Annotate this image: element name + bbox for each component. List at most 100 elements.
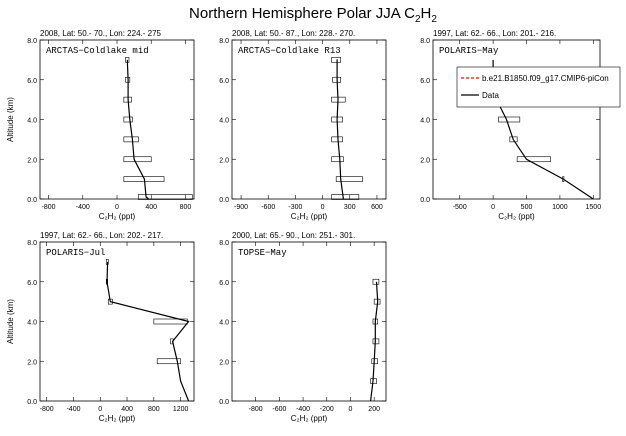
data-range-box	[331, 57, 342, 63]
x-tick-label: -800	[40, 406, 54, 413]
y-tick-label: 0.0	[219, 399, 229, 406]
x-tick-label: -800	[249, 406, 263, 413]
y-axis-label: Altitude (km)	[6, 97, 15, 142]
x-tick-label: 1200	[173, 406, 189, 413]
panel-3: 1997, Lat: 62.- 66., Lon: 201.- 216. 0.0 2…	[420, 29, 621, 221]
y-tick-label: 6.0	[219, 280, 229, 287]
y-tick-label: 8.0	[27, 38, 37, 45]
y-tick-label: 6.0	[27, 280, 37, 287]
y-tick-label: 6.0	[27, 78, 37, 85]
plot-frame	[39, 241, 195, 402]
data-profile-line	[370, 281, 379, 402]
data-range-box	[123, 116, 133, 123]
x-tick-label: -400	[66, 406, 80, 413]
y-tick-label: 4.0	[219, 118, 229, 125]
panel-label: ARCTAS−Coldlake R13	[238, 46, 341, 56]
x-tick-label: 800	[180, 204, 192, 211]
x-axis-label: C₂H₂ (ppt)	[291, 414, 328, 423]
data-range-box	[498, 116, 521, 123]
data-range-box	[335, 176, 363, 182]
data-range-box	[372, 278, 380, 285]
x-tick-label: 1500	[586, 204, 602, 211]
legend-entry: Data	[482, 91, 499, 100]
y-tick-label: 4.0	[27, 118, 37, 125]
y-tick-label: 2.0	[27, 157, 37, 164]
panel-header: 2008, Lat: 50.- 70., Lon: 224.- 275	[40, 29, 162, 38]
data-range-box	[123, 156, 152, 163]
data-profile-line	[106, 261, 190, 402]
x-tick-label: 1000	[552, 204, 568, 211]
x-tick-label: 600	[371, 204, 383, 211]
figure-title: Northern Hemisphere Polar JJA C2H2	[189, 5, 437, 25]
data-range-box	[331, 156, 344, 163]
x-tick-label: 0	[349, 406, 353, 413]
data-range-box	[123, 136, 139, 143]
panel-label: ARCTAS−Coldlake mid	[46, 46, 149, 56]
plot-frame	[432, 39, 601, 200]
y-tick-label: 0.0	[27, 197, 37, 204]
x-tick-label: -300	[288, 204, 302, 211]
data-range-box	[138, 194, 193, 200]
plot-frame	[231, 39, 387, 200]
x-axis-label: C₂H₂ (ppt)	[498, 212, 535, 221]
y-tick-label: 8.0	[27, 240, 37, 247]
y-tick-label: 8.0	[219, 240, 229, 247]
data-profile-line	[126, 59, 150, 200]
y-tick-label: 0.0	[219, 197, 229, 204]
plot-frame	[39, 39, 195, 200]
y-tick-label: 0.0	[27, 399, 37, 406]
legend-box	[456, 66, 621, 108]
x-tick-label: -400	[76, 204, 90, 211]
x-tick-label: -500	[453, 204, 467, 211]
y-tick-label: 2.0	[27, 359, 37, 366]
y-tick-label: 2.0	[420, 157, 430, 164]
panel-5: 2000, Lat: 65.- 90., Lon: 251.- 301. 0.0 2…	[219, 231, 387, 423]
data-range-box	[156, 358, 181, 365]
panel-header: 2008, Lat: 50.- 87., Lon: 228.- 270.	[232, 29, 355, 38]
x-tick-label: -400	[296, 406, 310, 413]
y-tick-label: 4.0	[420, 118, 430, 125]
data-range-box	[516, 156, 551, 163]
data-range-box	[331, 136, 343, 143]
chart-panels: 2008, Lat: 50.- 70., Lon: 224.- 275 0.0 2.…	[6, 29, 621, 423]
data-range-box	[331, 194, 360, 200]
y-tick-label: 8.0	[219, 38, 229, 45]
x-tick-label: 500	[521, 204, 533, 211]
x-axis-label: C₂H₂ (ppt)	[99, 414, 136, 423]
panel-header: 1997, Lat: 62.- 66., Lon: 202.- 217.	[40, 231, 163, 240]
y-tick-label: 6.0	[219, 78, 229, 85]
x-tick-label: -600	[272, 406, 286, 413]
x-tick-label: 0	[98, 406, 102, 413]
panel-1: 2008, Lat: 50.- 70., Lon: 224.- 275 0.0 2.…	[6, 29, 195, 221]
y-tick-label: 6.0	[420, 78, 430, 85]
data-profile-line	[336, 59, 344, 200]
x-tick-label: -900	[234, 204, 248, 211]
x-tick-label: 0	[491, 204, 495, 211]
data-range-box	[372, 338, 380, 345]
data-range-box	[123, 176, 165, 182]
x-tick-label: 800	[148, 406, 160, 413]
y-axis-label: Altitude (km)	[6, 299, 15, 344]
plot-frame	[231, 241, 387, 402]
legend: b.e21.B1850.f09_g17.CMIP6-piCon Data	[456, 66, 621, 108]
y-tick-label: 4.0	[219, 320, 229, 327]
x-axis-label: C₂H₂ (ppt)	[99, 212, 136, 221]
x-tick-label: 0	[115, 204, 119, 211]
y-tick-label: 0.0	[420, 197, 430, 204]
x-tick-label: 0	[321, 204, 325, 211]
x-tick-label: 400	[121, 406, 133, 413]
x-axis-label: C₂H₂ (ppt)	[291, 212, 328, 221]
x-tick-label: 400	[145, 204, 157, 211]
x-tick-label: -800	[42, 204, 56, 211]
x-tick-label: 300	[344, 204, 356, 211]
panel-label: POLARIS−May	[439, 46, 499, 56]
y-tick-label: 2.0	[219, 157, 229, 164]
x-tick-label: 200	[368, 406, 380, 413]
y-tick-label: 8.0	[420, 38, 430, 45]
panel-4: 1997, Lat: 62.- 66., Lon: 202.- 217. 0.0 2…	[6, 231, 195, 423]
y-tick-label: 2.0	[219, 359, 229, 366]
x-tick-label: -600	[261, 204, 275, 211]
panel-label: TOPSE−May	[238, 248, 287, 258]
panel-header: 1997, Lat: 62.- 66., Lon: 201.- 216.	[433, 29, 556, 38]
